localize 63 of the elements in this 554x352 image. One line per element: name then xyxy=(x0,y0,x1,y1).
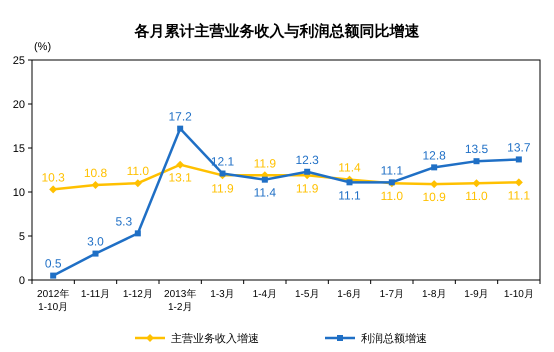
y-tick-label: 0 xyxy=(18,275,25,287)
point xyxy=(514,178,523,186)
data-label: 11.9 xyxy=(254,156,276,170)
data-label: 11.0 xyxy=(126,164,150,178)
x-tick-label: 1-12月 xyxy=(122,289,153,300)
point xyxy=(92,250,98,257)
data-label: 13.1 xyxy=(168,170,192,185)
data-label: 10.9 xyxy=(422,190,446,204)
point xyxy=(92,180,100,189)
x-tick-label: 2012年 1-10月 xyxy=(37,288,70,313)
chart-title: 各月累计主营业务收入与利润总额同比增速 xyxy=(134,22,420,40)
data-label: 12.3 xyxy=(295,152,320,167)
point xyxy=(220,170,226,177)
point xyxy=(304,168,310,175)
x-tick-label: 1-11月 xyxy=(80,289,110,300)
data-label: 11.9 xyxy=(296,181,319,196)
x-tick-label: 1-8月 xyxy=(422,289,446,300)
y-tick-label: 20 xyxy=(12,99,25,111)
point xyxy=(50,272,56,279)
y-tick-label: 15 xyxy=(12,143,25,155)
legend-label: 主营业务收入增速 xyxy=(171,332,259,345)
data-label: 3.0 xyxy=(87,234,104,249)
point xyxy=(134,179,142,188)
x-tick-label: 1-4月 xyxy=(252,289,278,300)
data-label: 11.1 xyxy=(508,188,530,202)
y-tick-label: 5 xyxy=(18,231,25,243)
data-label: 11.0 xyxy=(465,189,488,204)
point xyxy=(431,164,438,170)
y-tick-label: 25 xyxy=(12,55,25,67)
point xyxy=(49,185,58,194)
x-tick-label: 1-7月 xyxy=(380,289,404,300)
point xyxy=(346,179,352,186)
data-label: 11.4 xyxy=(338,160,362,175)
data-label: 10.3 xyxy=(41,170,66,184)
data-label: 11.1 xyxy=(338,188,362,202)
data-label: 10.8 xyxy=(84,166,108,180)
point xyxy=(177,126,184,132)
point xyxy=(262,176,268,183)
point xyxy=(474,158,480,164)
legend-label: 利润总额增速 xyxy=(361,332,427,345)
x-tick-label: 2013年 1-2月 xyxy=(164,288,196,313)
y-tick-label: 10 xyxy=(12,187,25,199)
point xyxy=(472,179,480,188)
y-axis-title: (%) xyxy=(34,41,52,53)
point xyxy=(430,180,438,188)
point xyxy=(134,230,141,236)
data-label: 0.5 xyxy=(44,256,62,271)
x-tick-label: 1-9月 xyxy=(464,289,489,300)
data-label: 12.8 xyxy=(422,148,446,162)
x-tick-label: 1-10月 xyxy=(504,289,534,300)
point xyxy=(516,156,522,162)
point xyxy=(176,160,184,169)
data-label: 11.4 xyxy=(254,186,276,200)
data-label: 17.2 xyxy=(168,110,192,124)
x-tick-label: 1-6月 xyxy=(337,289,362,300)
data-label: 11.1 xyxy=(380,163,404,178)
data-label: 11.0 xyxy=(380,189,404,204)
data-label: 13.7 xyxy=(507,140,531,154)
x-tick-label: 1-3月 xyxy=(210,289,235,300)
data-label: 11.9 xyxy=(211,181,234,196)
x-tick-label: 1-5月 xyxy=(294,289,320,300)
data-label: 5.3 xyxy=(115,214,132,228)
data-label: 13.5 xyxy=(464,142,488,156)
